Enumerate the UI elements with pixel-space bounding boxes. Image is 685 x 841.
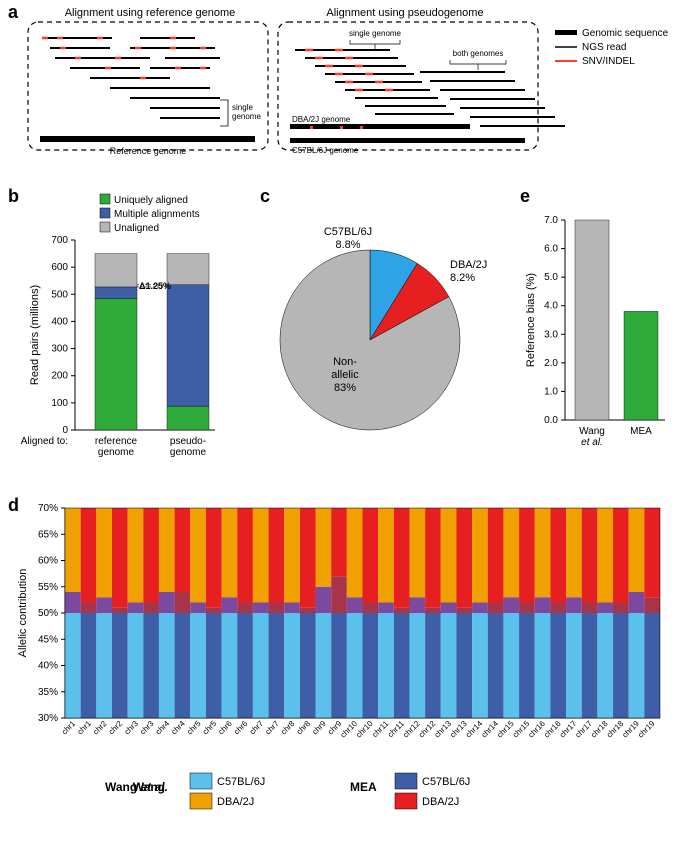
svg-text:200: 200 [51, 371, 68, 382]
svg-text:chr5: chr5 [201, 719, 219, 737]
svg-text:allelic: allelic [331, 369, 359, 381]
svg-text:reference: reference [95, 436, 138, 447]
svg-text:300: 300 [51, 344, 68, 355]
panel-c-label: c [260, 186, 270, 207]
svg-text:chr4: chr4 [169, 719, 187, 737]
svg-text:0.0: 0.0 [544, 415, 558, 426]
svg-text:genome: genome [170, 447, 207, 458]
svg-text:Wang et al.: Wang et al. [105, 780, 168, 794]
svg-text:7.0: 7.0 [544, 215, 558, 226]
svg-text:50%: 50% [38, 608, 58, 619]
figure: a Alignment using reference genome Align… [0, 0, 685, 841]
svg-text:700: 700 [51, 235, 68, 246]
svg-text:chr4: chr4 [154, 719, 172, 737]
svg-text:chr3: chr3 [123, 719, 141, 737]
svg-text:C57BL/6J genome: C57BL/6J genome [292, 146, 359, 155]
svg-text:C57BL/6J: C57BL/6J [324, 226, 372, 238]
svg-text:MEA: MEA [630, 426, 652, 437]
svg-text:55%: 55% [38, 582, 58, 593]
svg-text:pseudo-: pseudo- [170, 436, 206, 447]
svg-text:Genomic sequence: Genomic sequence [582, 28, 669, 39]
svg-text:600: 600 [51, 262, 68, 273]
panel-c: C57BL/6J8.8% DBA/2J8.2% Non-allelic83% [250, 210, 490, 470]
svg-text:Allelic contribution: Allelic contribution [17, 569, 29, 658]
panel-a: Alignment using reference genome Alignme… [0, 0, 685, 180]
svg-text:1.0: 1.0 [544, 386, 558, 397]
svg-text:83%: 83% [334, 382, 356, 394]
svg-text:60%: 60% [38, 556, 58, 567]
svg-text:Aligned to:: Aligned to: [21, 436, 68, 447]
panel-b-label: b [8, 186, 19, 207]
svg-text:40%: 40% [38, 661, 58, 672]
svg-text:DBA/2J: DBA/2J [450, 259, 487, 271]
svg-text:chr11: chr11 [370, 719, 390, 739]
svg-text:Non-: Non- [333, 356, 357, 368]
panel-a-left-reads [42, 38, 220, 118]
svg-text:DBA/2J: DBA/2J [422, 796, 459, 808]
svg-text:Reference genome: Reference genome [110, 146, 187, 156]
svg-text:NGS read: NGS read [582, 42, 626, 53]
panel-a-right-title: Alignment using pseudogenome [326, 7, 483, 19]
svg-text:chr2: chr2 [91, 719, 109, 737]
svg-text:C57BL/6J: C57BL/6J [217, 776, 265, 788]
svg-text:30%: 30% [38, 713, 58, 724]
panel-e: 0.0 1.0 2.0 3.0 4.0 5.0 6.0 7.0 Reference bias (… [520, 210, 680, 470]
svg-text:6.0: 6.0 [544, 244, 558, 255]
svg-text:et al.: et al. [581, 437, 603, 448]
svg-text:Read pairs (millions): Read pairs (millions) [29, 285, 41, 385]
svg-text:0: 0 [62, 425, 68, 436]
svg-text:chr6: chr6 [232, 719, 250, 737]
svg-text:chr1: chr1 [76, 719, 94, 737]
svg-text:single genome: single genome [349, 29, 402, 38]
svg-text:chr1: chr1 [60, 719, 78, 737]
svg-text:chr7: chr7 [263, 719, 281, 737]
svg-text:100: 100 [51, 398, 68, 409]
svg-text:500: 500 [51, 289, 68, 300]
svg-text:3.0: 3.0 [544, 329, 558, 340]
svg-text:8.2%: 8.2% [450, 272, 475, 284]
svg-text:DBA/2J genome: DBA/2J genome [292, 115, 351, 124]
svg-text:Multiple alignments: Multiple alignments [114, 209, 200, 220]
panel-a-left-box [28, 22, 268, 150]
panel-a-left-title: Alignment using reference genome [65, 7, 236, 19]
single-label-left: singlegenome [232, 103, 261, 121]
svg-text:chr6: chr6 [216, 719, 234, 737]
svg-text:65%: 65% [38, 529, 58, 540]
svg-text:chr2: chr2 [107, 719, 125, 737]
svg-text:70%: 70% [38, 503, 58, 514]
svg-text:35%: 35% [38, 687, 58, 698]
panel-e-label: e [520, 186, 530, 207]
svg-text:Wang: Wang [579, 426, 605, 437]
svg-text:45%: 45% [38, 634, 58, 645]
svg-text:5.0: 5.0 [544, 272, 558, 283]
svg-text:chr3: chr3 [138, 719, 156, 737]
svg-text:SNV/INDEL: SNV/INDEL [582, 56, 635, 67]
svg-text:chr5: chr5 [185, 719, 203, 737]
svg-text:chr8: chr8 [279, 719, 297, 737]
panel-a-legend: Genomic sequence NGS read SNV/INDEL [555, 28, 669, 67]
svg-text:400: 400 [51, 316, 68, 327]
svg-text:chr9: chr9 [310, 719, 328, 737]
svg-text:8.8%: 8.8% [335, 239, 360, 251]
svg-text:chr7: chr7 [248, 719, 266, 737]
svg-text:both genomes: both genomes [453, 49, 504, 58]
panel-a-right-box [278, 22, 538, 150]
svg-text:genome: genome [98, 447, 135, 458]
svg-text:Unaligned: Unaligned [114, 223, 159, 234]
panel-b: Uniquely aligned Multiple alignments Unali… [20, 190, 250, 490]
svg-text:chr10: chr10 [354, 719, 375, 740]
svg-text:Δ1.25%: Δ1.25% [139, 281, 171, 291]
svg-text:C57BL/6J: C57BL/6J [422, 776, 470, 788]
panel-d: 30% 35% 40% 45% 50% 55% 60% 65% 70% Allelic contr… [10, 498, 675, 838]
svg-text:Reference bias (%): Reference bias (%) [525, 273, 537, 367]
svg-text:Uniquely aligned: Uniquely aligned [114, 195, 188, 206]
svg-text:DBA/2J: DBA/2J [217, 796, 254, 808]
svg-text:4.0: 4.0 [544, 301, 558, 312]
svg-text:2.0: 2.0 [544, 358, 558, 369]
svg-text:MEA: MEA [350, 780, 377, 794]
svg-text:chr8: chr8 [295, 719, 313, 737]
svg-text:chr19: chr19 [636, 719, 657, 740]
